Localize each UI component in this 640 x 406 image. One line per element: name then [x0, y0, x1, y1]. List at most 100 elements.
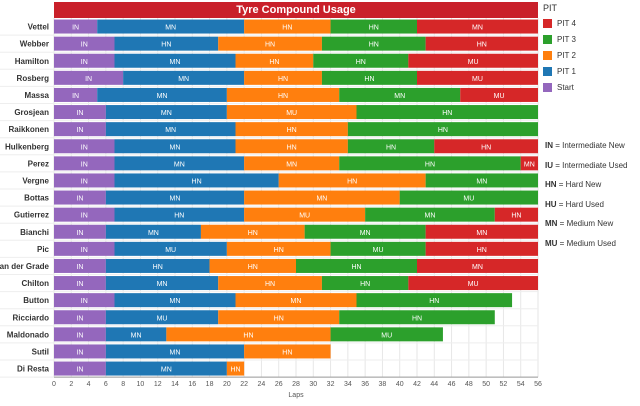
- stint-label: HN: [243, 332, 253, 339]
- stint-bar: [226, 361, 245, 376]
- stint-bar: [114, 156, 245, 171]
- stint-label: MN: [161, 110, 172, 117]
- driver-label: Pic: [37, 245, 50, 254]
- legend-item-pit-3[interactable]: PIT 3: [543, 31, 639, 47]
- legend-swatch: [543, 18, 552, 28]
- stint-label: MU: [468, 59, 479, 66]
- x-tick-label: 44: [430, 381, 438, 388]
- stint-bar: [425, 173, 538, 188]
- stint-bar: [408, 53, 538, 68]
- x-axis-label: Laps: [288, 392, 304, 399]
- stint-label: IN: [76, 110, 83, 117]
- stint-label: HN: [364, 76, 374, 83]
- legend-swatch: [543, 50, 552, 60]
- x-tick-label: 8: [121, 381, 125, 388]
- stint-label: IN: [81, 178, 88, 185]
- key-text: = Hard Used: [556, 199, 604, 209]
- driver-label: Di Resta: [17, 365, 50, 374]
- x-tick-label: 46: [448, 381, 456, 388]
- stint-label: MN: [161, 367, 172, 374]
- key-code: HN: [545, 180, 557, 189]
- x-tick-label: 12: [154, 381, 162, 388]
- stint-label: HN: [278, 76, 288, 83]
- driver-label: Vettel: [28, 23, 49, 32]
- legend-item-pit-2[interactable]: PIT 2: [543, 47, 639, 63]
- stint-bar: [114, 36, 219, 51]
- stint-bar: [304, 224, 426, 239]
- legend-item-pit-4[interactable]: PIT 4: [543, 15, 639, 31]
- stint-bar: [105, 105, 227, 120]
- x-tick-label: 22: [240, 381, 248, 388]
- legend-item-pit-1[interactable]: PIT 1: [543, 63, 639, 79]
- stint-bar: [425, 224, 538, 239]
- stint-label: HN: [282, 25, 292, 32]
- stint-label: HN: [282, 349, 292, 356]
- stint-label: HN: [174, 213, 184, 220]
- key-code: IN: [545, 141, 553, 150]
- stint-label: MU: [463, 196, 474, 203]
- legend-item-start[interactable]: Start: [543, 79, 639, 95]
- stint-bar: [399, 190, 538, 205]
- stint-bar: [54, 276, 106, 291]
- stint-bar: [520, 156, 538, 171]
- stint-bar: [105, 258, 210, 273]
- x-tick-label: 34: [344, 381, 352, 388]
- driver-label: Raikkonen: [9, 125, 50, 134]
- key-item-hn: HN = Hard New: [545, 179, 640, 199]
- x-tick-label: 26: [275, 381, 283, 388]
- stint-label: HN: [369, 42, 379, 49]
- key-code: HU: [545, 199, 557, 209]
- key-code: MN: [545, 219, 558, 228]
- stint-label: MU: [381, 332, 392, 339]
- stint-bar: [209, 258, 296, 273]
- driver-label: Massa: [25, 91, 50, 100]
- stint-label: IN: [76, 127, 83, 134]
- stint-bar: [218, 310, 340, 325]
- driver-label: Hulkenberg: [5, 142, 49, 151]
- stint-label: HN: [511, 213, 521, 220]
- stint-bar: [321, 36, 426, 51]
- driver-label: Maldonado: [7, 330, 49, 339]
- stint-label: MN: [165, 25, 176, 32]
- x-tick-label: 10: [137, 381, 145, 388]
- x-tick-label: 38: [379, 381, 387, 388]
- stint-bar: [330, 327, 443, 342]
- key-code: MU: [545, 238, 558, 248]
- stint-label: HN: [274, 247, 284, 254]
- stint-label: IN: [76, 281, 83, 288]
- stint-bar: [114, 173, 279, 188]
- stint-label: HN: [248, 264, 258, 271]
- stint-label: MU: [373, 247, 384, 254]
- stint-label: IN: [81, 144, 88, 151]
- stint-bar: [330, 241, 426, 256]
- driver-label: Gutierrez: [14, 211, 49, 220]
- legend-label: PIT 1: [557, 66, 576, 76]
- stint-label: MN: [170, 59, 181, 66]
- stint-label: HN: [360, 281, 370, 288]
- stint-label: MN: [360, 230, 371, 237]
- chart-title: Tyre Compound Usage: [54, 2, 538, 18]
- stint-bar: [97, 19, 245, 34]
- stint-label: HN: [351, 264, 361, 271]
- stint-label: HN: [438, 127, 448, 134]
- legend-label: PIT 2: [557, 50, 576, 60]
- stint-bar: [356, 293, 513, 308]
- stint-label: HN: [192, 178, 202, 185]
- stint-label: MN: [170, 349, 181, 356]
- stint-bar: [54, 344, 106, 359]
- stint-bar: [244, 156, 340, 171]
- stint-label: MN: [157, 281, 168, 288]
- x-tick-label: 48: [465, 381, 473, 388]
- stint-label: IN: [81, 59, 88, 66]
- key-item-iu: IU = Intermediate Used: [545, 160, 640, 180]
- driver-label: Van der Grade: [0, 262, 50, 271]
- stint-label: IN: [76, 367, 83, 374]
- stint-bar: [226, 241, 331, 256]
- stint-label: HN: [287, 127, 297, 134]
- key-text: = Hard New: [556, 180, 602, 189]
- stint-label: MN: [286, 161, 297, 168]
- stint-bar: [330, 19, 417, 34]
- stint-bar: [54, 36, 115, 51]
- stint-label: MN: [394, 93, 405, 100]
